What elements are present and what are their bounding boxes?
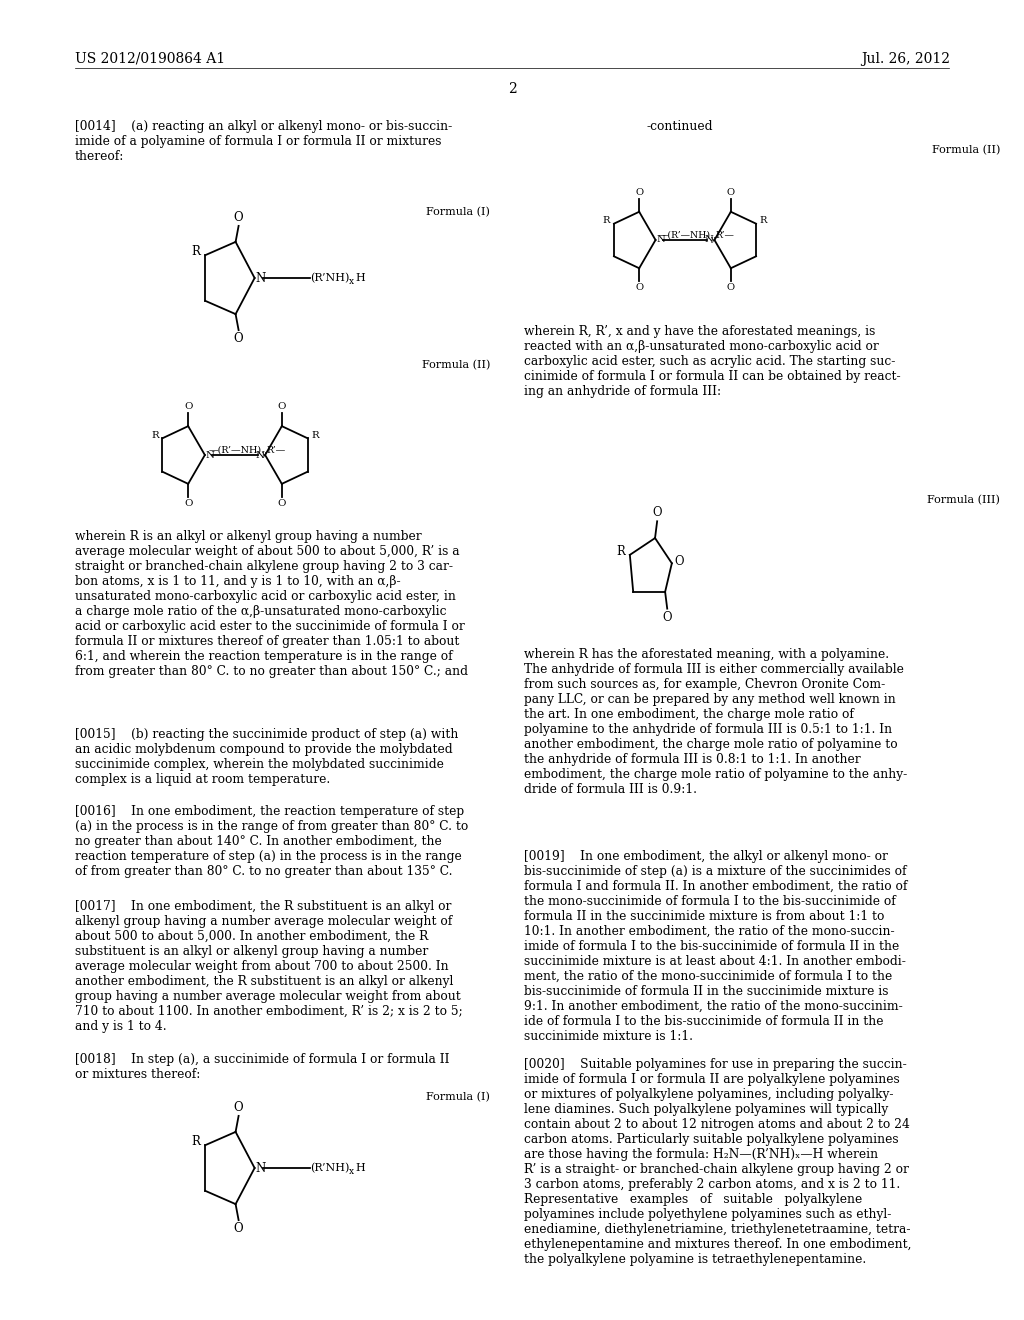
Text: y: y: [261, 450, 265, 458]
Text: [0020]    Suitable polyamines for use in preparing the succin-
imide of formula : [0020] Suitable polyamines for use in pr…: [524, 1059, 911, 1266]
Text: wherein R, R’, x and y have the aforestated meanings, is
reacted with an α,β-uns: wherein R, R’, x and y have the aforesta…: [524, 325, 901, 399]
Text: wherein R is an alkyl or alkenyl group having a number
average molecular weight : wherein R is an alkyl or alkenyl group h…: [75, 531, 468, 678]
Text: O: O: [278, 499, 286, 508]
Text: x: x: [348, 1167, 353, 1176]
Text: R: R: [311, 430, 318, 440]
Text: O: O: [727, 189, 735, 197]
Text: N: N: [256, 272, 266, 285]
Text: R: R: [615, 545, 625, 558]
Text: H: H: [355, 273, 366, 282]
Text: R’—: R’—: [266, 446, 286, 455]
Text: O: O: [233, 1101, 244, 1114]
Text: (R’NH): (R’NH): [310, 273, 350, 284]
Text: N: N: [255, 450, 264, 459]
Text: O: O: [233, 1222, 244, 1236]
Text: N: N: [256, 1162, 266, 1175]
Text: [0016]    In one embodiment, the reaction temperature of step
(a) in the process: [0016] In one embodiment, the reaction t…: [75, 805, 468, 878]
Text: Formula (II): Formula (II): [932, 145, 1000, 156]
Text: O: O: [233, 211, 244, 224]
Text: —(R’—NH): —(R’—NH): [209, 446, 261, 455]
Text: R’—: R’—: [716, 231, 734, 240]
Text: -continued: -continued: [647, 120, 714, 133]
Text: O: O: [727, 282, 735, 292]
Text: 2: 2: [508, 82, 516, 96]
Text: O: O: [635, 189, 643, 197]
Text: R: R: [760, 216, 767, 226]
Text: Formula (II): Formula (II): [422, 360, 490, 371]
Text: O: O: [233, 333, 244, 345]
Text: R: R: [191, 244, 201, 257]
Text: O: O: [663, 611, 672, 623]
Text: O: O: [652, 507, 662, 519]
Text: —(R’—NH): —(R’—NH): [658, 231, 711, 240]
Text: Formula (I): Formula (I): [426, 1092, 490, 1102]
Text: R: R: [603, 216, 610, 226]
Text: O: O: [184, 403, 193, 412]
Text: wherein R has the aforestated meaning, with a polyamine.
The anhydride of formul: wherein R has the aforestated meaning, w…: [524, 648, 907, 796]
Text: N: N: [705, 235, 714, 244]
Text: US 2012/0190864 A1: US 2012/0190864 A1: [75, 51, 225, 66]
Text: O: O: [635, 282, 643, 292]
Text: [0014]    (a) reacting an alkyl or alkenyl mono- or bis-succin-
imide of a polya: [0014] (a) reacting an alkyl or alkenyl …: [75, 120, 453, 162]
Text: N: N: [206, 450, 215, 459]
Text: Formula (I): Formula (I): [426, 207, 490, 218]
Text: [0015]    (b) reacting the succinimide product of step (a) with
an acidic molybd: [0015] (b) reacting the succinimide prod…: [75, 729, 459, 785]
Text: O: O: [278, 403, 286, 412]
Text: O: O: [184, 499, 193, 508]
Text: y: y: [711, 235, 715, 243]
Text: [0018]    In step (a), a succinimide of formula I or formula II
or mixtures ther: [0018] In step (a), a succinimide of for…: [75, 1053, 450, 1081]
Text: R: R: [191, 1135, 201, 1147]
Text: O: O: [675, 554, 684, 568]
Text: Formula (III): Formula (III): [927, 495, 1000, 506]
Text: x: x: [348, 276, 353, 285]
Text: [0019]    In one embodiment, the alkyl or alkenyl mono- or
bis-succinimide of st: [0019] In one embodiment, the alkyl or a…: [524, 850, 907, 1043]
Text: [0017]    In one embodiment, the R substituent is an alkyl or
alkenyl group havi: [0017] In one embodiment, the R substitu…: [75, 900, 463, 1034]
Text: H: H: [355, 1163, 366, 1173]
Text: R: R: [152, 430, 159, 440]
Text: (R’NH): (R’NH): [310, 1163, 350, 1173]
Text: Jul. 26, 2012: Jul. 26, 2012: [861, 51, 950, 66]
Text: N: N: [656, 235, 666, 244]
